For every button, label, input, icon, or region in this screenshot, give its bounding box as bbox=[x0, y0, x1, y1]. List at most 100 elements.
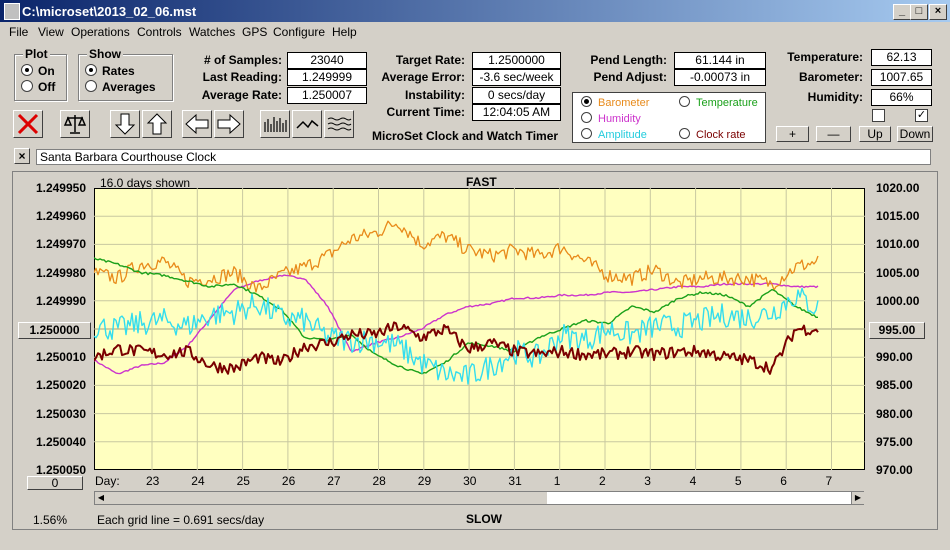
sensor-amplitude-radio[interactable]: Amplitude bbox=[581, 128, 647, 141]
menu-controls[interactable]: Controls bbox=[137, 25, 182, 39]
arrow-left-button[interactable] bbox=[182, 110, 212, 138]
show-averages-radio[interactable]: Averages bbox=[85, 80, 156, 94]
wave-view-button[interactable] bbox=[324, 110, 354, 138]
average-error-label: Average Error: bbox=[381, 70, 465, 84]
radio-dot bbox=[679, 96, 690, 107]
right-center-button[interactable]: 995.00 bbox=[869, 322, 925, 339]
arrow-down-button[interactable] bbox=[110, 110, 140, 138]
plot-group-title: Plot bbox=[23, 47, 50, 61]
scroll-thumb[interactable] bbox=[547, 492, 849, 504]
offset-button[interactable]: 0 bbox=[27, 476, 83, 490]
right-axis-tick: 970.00 bbox=[876, 463, 913, 477]
up-button[interactable]: Up bbox=[859, 126, 891, 142]
plot-area bbox=[94, 188, 865, 470]
checkbox-2[interactable]: ✓ bbox=[915, 109, 928, 122]
left-center-button[interactable]: 1.250000 bbox=[18, 322, 91, 339]
arrow-up-button[interactable] bbox=[142, 110, 172, 138]
last-reading-value: 1.249999 bbox=[287, 69, 367, 86]
menu-operations[interactable]: Operations bbox=[71, 25, 130, 39]
radio-dot bbox=[581, 128, 592, 139]
sensor-temperature-radio[interactable]: Temperature bbox=[679, 96, 758, 109]
show-group-title: Show bbox=[87, 47, 123, 61]
line-view-button[interactable] bbox=[292, 110, 322, 138]
x-icon bbox=[17, 113, 39, 135]
humidity-label: Humidity: bbox=[807, 90, 863, 104]
sensor-clock-rate-radio[interactable]: Clock rate bbox=[679, 128, 746, 141]
menu-help[interactable]: Help bbox=[332, 25, 357, 39]
arrow-down-icon bbox=[114, 113, 136, 135]
pend-adjust-value: -0.00073 in bbox=[674, 69, 766, 86]
x-axis-tick: 23 bbox=[146, 474, 160, 488]
bars-view-button[interactable] bbox=[260, 110, 290, 138]
right-axis-tick: 990.00 bbox=[876, 350, 913, 365]
x-axis-label: Day: bbox=[95, 474, 120, 488]
clock-name-field[interactable]: Santa Barbara Courthouse Clock bbox=[36, 149, 931, 165]
target-rate-label: Target Rate: bbox=[395, 53, 465, 67]
right-axis-tick: 1000.00 bbox=[876, 293, 920, 308]
stop-button[interactable] bbox=[13, 110, 43, 138]
temperature-value: 62.13 bbox=[871, 49, 932, 66]
x-axis-tick: 1 bbox=[553, 474, 561, 488]
left-axis-tick: 1.250010 bbox=[35, 350, 86, 365]
radio-dot bbox=[21, 64, 33, 76]
menu-configure[interactable]: Configure bbox=[273, 25, 326, 39]
right-axis-tick: 1005.00 bbox=[876, 265, 920, 280]
left-axis-tick: 1.249970 bbox=[35, 237, 86, 252]
bar-graph-icon bbox=[264, 117, 287, 132]
barometer-label: Barometer: bbox=[798, 70, 863, 84]
slow-label: SLOW bbox=[466, 512, 502, 526]
minimize-button[interactable]: _ bbox=[893, 4, 911, 20]
left-axis-tick: 1.249960 bbox=[35, 209, 86, 224]
sensor-barometer-radio[interactable]: Barometer bbox=[581, 96, 649, 109]
x-axis-tick: 4 bbox=[689, 474, 697, 488]
left-axis-tick: 1.249980 bbox=[35, 265, 86, 280]
percent-readout: 1.56% bbox=[33, 513, 68, 527]
x-axis-tick: 30 bbox=[463, 474, 477, 488]
show-group: Show Rates Averages bbox=[78, 47, 173, 101]
x-axis-tick: 27 bbox=[327, 474, 341, 488]
down-button[interactable]: Down bbox=[897, 126, 933, 142]
app-icon bbox=[4, 3, 20, 20]
clear-clock-button[interactable]: × bbox=[14, 148, 30, 164]
balance-button[interactable] bbox=[60, 110, 90, 138]
temperature-label: Temperature: bbox=[787, 50, 863, 64]
maximize-button[interactable]: □ bbox=[910, 4, 928, 20]
pend-adjust-label: Pend Adjust: bbox=[593, 70, 667, 84]
horizontal-scrollbar[interactable]: ◀ ▶ bbox=[94, 491, 864, 505]
plot-off-radio[interactable]: Off bbox=[21, 80, 55, 94]
sensor-humidity-radio[interactable]: Humidity bbox=[581, 112, 641, 125]
menu-watches[interactable]: Watches bbox=[189, 25, 236, 39]
instability-value: 0 secs/day bbox=[472, 87, 561, 104]
close-button[interactable]: × bbox=[929, 4, 947, 20]
arrow-right-button[interactable] bbox=[214, 110, 244, 138]
minus-button[interactable]: — bbox=[816, 126, 851, 142]
checkbox-1[interactable] bbox=[872, 109, 885, 122]
app-name: MicroSet Clock and Watch Timer bbox=[372, 129, 559, 143]
plus-button[interactable]: + bbox=[776, 126, 809, 142]
barometer-value: 1007.65 bbox=[871, 69, 932, 86]
series-line-rate bbox=[94, 321, 819, 375]
menu-file[interactable]: File bbox=[9, 25, 29, 39]
current-time-value: 12:04:05 AM bbox=[472, 104, 561, 121]
show-rates-radio[interactable]: Rates bbox=[85, 64, 135, 78]
target-rate-value[interactable]: 1.2500000 bbox=[472, 52, 561, 69]
arrow-up-icon bbox=[146, 113, 168, 135]
menu-gps[interactable]: GPS bbox=[242, 25, 268, 39]
current-time-label: Current Time: bbox=[386, 105, 465, 119]
scroll-right-icon[interactable]: ▶ bbox=[851, 492, 864, 504]
pend-length-value[interactable]: 61.144 in bbox=[674, 52, 766, 69]
x-axis-tick: 7 bbox=[825, 474, 833, 488]
plot-on-radio[interactable]: On bbox=[21, 64, 55, 78]
series-line-amplitude bbox=[94, 287, 819, 385]
balance-scale-icon bbox=[63, 115, 87, 134]
fast-label: FAST bbox=[466, 175, 497, 189]
menu-view[interactable]: View bbox=[38, 25, 64, 39]
samples-label: # of Samples: bbox=[203, 53, 282, 67]
radio-dot bbox=[21, 80, 33, 92]
radio-dot bbox=[679, 128, 690, 139]
title-bar: C:\microset\2013_02_06.mst _ □ × bbox=[0, 0, 950, 22]
samples-value: 23040 bbox=[287, 52, 367, 69]
series-line-barometer bbox=[94, 220, 819, 293]
scroll-track[interactable] bbox=[107, 492, 547, 504]
series-line-temperature bbox=[94, 257, 818, 375]
